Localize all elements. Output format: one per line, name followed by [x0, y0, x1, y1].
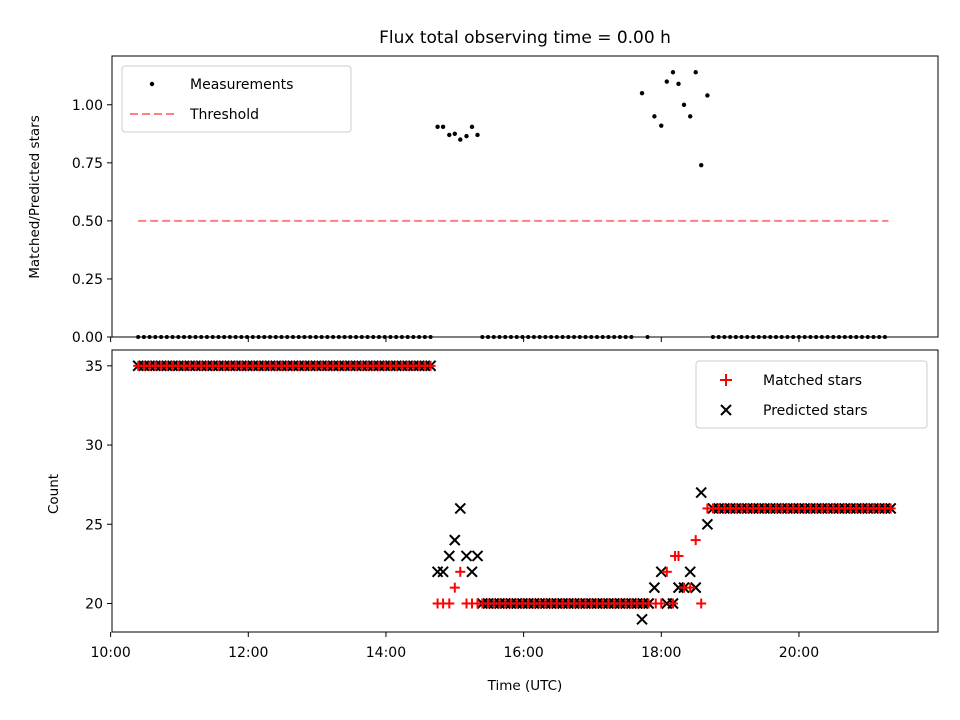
bottom-legend: Matched stars Predicted stars: [695, 360, 928, 429]
top-y-axis-label: Matched/Predicted stars: [27, 115, 43, 278]
predicted-star-marker: [471, 550, 484, 562]
measurement-point: [639, 90, 645, 96]
bottom-y-axis-label: Count: [46, 474, 62, 514]
matched-star-marker: [673, 550, 684, 561]
top-y-tick-label: 0.00: [72, 330, 103, 346]
top-axes-frame: [111, 55, 939, 338]
measurement-point: [705, 93, 710, 98]
predicted-star-marker: [437, 566, 449, 578]
bottom-x-ticks: 10:00 12:00 14:00 16:00 18:00 20:00: [90, 632, 819, 661]
predicted-star-marker: [636, 613, 648, 626]
matched-star-marker: [444, 598, 455, 609]
bottom-legend-box: [695, 360, 928, 429]
bottom-y-tick-label: 20: [85, 596, 103, 612]
measurement-point: [458, 137, 463, 142]
bottom-x-tick-label: 16:00: [503, 645, 543, 661]
predicted-star-marker: [460, 550, 473, 562]
legend-measurements-marker: [149, 81, 155, 87]
predicted-star-marker: [695, 486, 707, 499]
top-legend-box: [121, 65, 352, 133]
measurement-point: [699, 162, 704, 168]
bottom-panel: Count Time (UTC) 20 25 30 35 10:00 12:00 14:0…: [46, 349, 939, 694]
bottom-x-tick-label: 14:00: [366, 645, 406, 661]
measurement-point: [469, 124, 475, 130]
measurement-point: [435, 124, 440, 130]
matched-star-marker: [472, 598, 483, 609]
matched-star-marker: [690, 535, 701, 546]
predicted-star-marker: [689, 581, 702, 594]
legend-matched-label: Matched stars: [763, 373, 862, 389]
bottom-x-axis-label: Time (UTC): [487, 678, 563, 694]
top-y-tick-label: 0.25: [72, 272, 103, 288]
top-y-tick-label: 0.75: [72, 156, 103, 172]
bottom-y-tick-label: 25: [85, 517, 103, 533]
legend-measurements-label: Measurements: [190, 77, 293, 93]
predicted-star-marker: [466, 566, 478, 578]
measurement-point: [659, 123, 664, 128]
bottom-x-tick-label: 18:00: [641, 645, 681, 661]
measurement-point: [652, 114, 657, 119]
top-legend: Measurements Threshold: [121, 65, 352, 133]
matched-star-marker: [661, 566, 672, 577]
measurement-point: [688, 114, 693, 119]
predicted-star-marker: [443, 550, 455, 562]
bottom-y-tick-label: 35: [85, 359, 103, 375]
legend-predicted-marker: [720, 404, 732, 416]
top-x-ticks: [110, 337, 800, 342]
predicted-star-marker: [449, 534, 461, 546]
predicted-star-marker: [701, 518, 714, 530]
matched-star-marker: [885, 503, 896, 514]
matched-star-marker: [685, 582, 696, 593]
predicted-star-marker: [655, 566, 667, 578]
matched-star-marker: [702, 503, 713, 514]
bottom-y-ticks: 20 25 30 35: [85, 359, 112, 612]
matched-star-marker: [667, 598, 678, 609]
predicted-star-marker: [684, 566, 696, 578]
bottom-x-tick-label: 20:00: [779, 645, 819, 661]
measurement-point: [693, 70, 698, 75]
matched-star-marker: [455, 566, 466, 577]
measurement-point: [464, 133, 469, 139]
legend-matched-marker: [720, 374, 732, 386]
matched-star-marker: [425, 360, 436, 371]
matched-star-marker: [696, 598, 707, 609]
matched-star-marker: [449, 582, 460, 593]
bottom-x-tick-label: 12:00: [228, 645, 268, 661]
predicted-star-marker: [648, 581, 661, 594]
bottom-x-tick-label: 10:00: [90, 645, 130, 661]
top-panel: Flux total observing time = 0.00 h Match…: [27, 28, 939, 346]
measurement-point: [475, 132, 480, 138]
measurement-point: [664, 79, 669, 84]
measurement-point: [452, 131, 457, 136]
bottom-axes-frame: [111, 349, 939, 633]
bottom-plot-area: [132, 360, 897, 626]
top-chart-title: Flux total observing time = 0.00 h: [379, 28, 671, 48]
legend-threshold-label: Threshold: [189, 107, 259, 123]
measurement-point: [440, 124, 446, 130]
measurement-point: [670, 70, 676, 75]
top-y-tick-label: 0.50: [72, 214, 103, 230]
measurement-point: [676, 81, 681, 87]
top-y-tick-label: 1.00: [72, 98, 103, 114]
legend-predicted-label: Predicted stars: [763, 403, 868, 419]
predicted-star-marker: [454, 502, 467, 515]
measurement-point: [447, 132, 452, 138]
matched-star-marker: [656, 598, 667, 609]
top-y-ticks: 0.00 0.25 0.50 0.75 1.00: [72, 98, 112, 346]
bottom-y-tick-label: 30: [85, 438, 103, 454]
measurement-point: [681, 102, 687, 107]
